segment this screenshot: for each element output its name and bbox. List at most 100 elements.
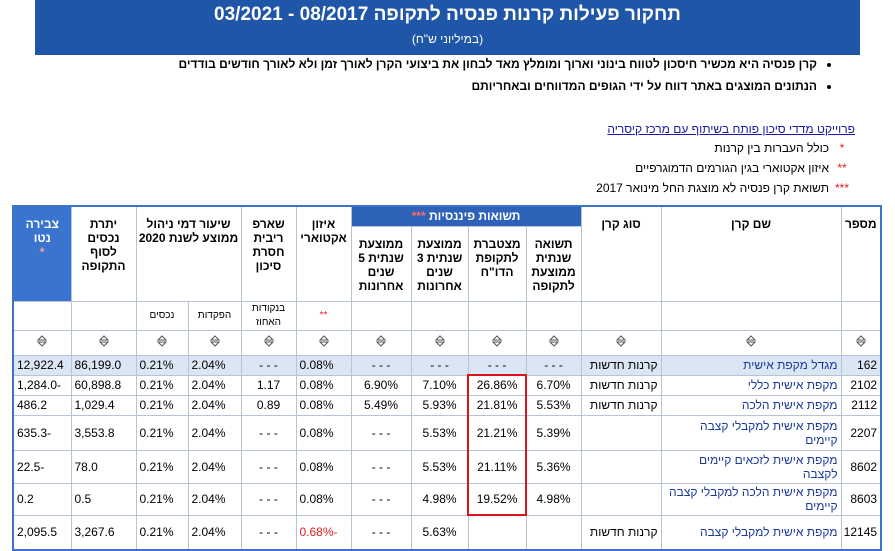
column-header-text: תשואה שנתית ממוצעת לתקופה — [531, 236, 576, 293]
table-cell: 1.17 — [240, 374, 297, 396]
table-cell: 21.21% — [467, 414, 527, 451]
sub-header — [525, 300, 582, 331]
table-cell: מקפת אישית הלכה — [660, 394, 842, 416]
table-cell: 5.39% — [525, 414, 582, 451]
table-cell: - - - — [350, 414, 412, 451]
sub-header: בנקודות האחוז — [240, 300, 297, 331]
table-cell: 5.53% — [410, 414, 469, 451]
table-cell: 2207 — [840, 414, 882, 451]
table-cell: 0.21% — [135, 374, 189, 396]
sort-cell — [580, 329, 662, 356]
table-cell: 0.21% — [135, 482, 189, 516]
sort-cell — [525, 329, 582, 356]
table-cell: 26.86% — [467, 374, 527, 396]
column-header: יתרת נכסים לסוף התקופה — [70, 205, 137, 302]
table-cell: - - - — [350, 354, 412, 376]
table-cell: 2112 — [840, 394, 882, 416]
group-header-text: תשואות פיננסיות — [428, 209, 521, 224]
sort-icon[interactable] — [434, 335, 445, 347]
sort-icon[interactable] — [548, 335, 559, 347]
column-header-text: שארפ ריבית חסרת סיכון — [252, 217, 285, 273]
table-cell: - - - — [410, 354, 469, 376]
sort-icon[interactable] — [855, 335, 867, 347]
table-cell: 0.21% — [135, 414, 189, 451]
table-row: מספר שם קרן סוג קרן תשואות פיננסיות *** איזו… — [12, 205, 882, 302]
sub-header — [350, 300, 412, 331]
sub-header — [410, 300, 469, 331]
table-cell: 8602 — [840, 449, 882, 484]
table-cell: קרנות חדשות — [580, 394, 662, 416]
sort-icon[interactable] — [491, 335, 503, 347]
bullet: הנתונים המוצגים באתר דווח על ידי הגופים … — [179, 79, 817, 93]
project-link[interactable]: פרוייקט מדדי סיכון פותח בשיתוף עם מרכז ק… — [607, 122, 855, 136]
table-cell: 78.0 — [70, 449, 137, 484]
table-cell: 60,898.8 — [70, 374, 137, 396]
table-cell: 8603 — [840, 482, 882, 516]
sort-icon[interactable] — [615, 335, 627, 347]
table-row: 2112 מקפת אישית הלכה קרנות חדשות 5.53% 21.81… — [12, 394, 882, 416]
table-cell: 21.11% — [467, 449, 527, 484]
sort-icon[interactable] — [318, 335, 329, 347]
subtitle: (במיליוני ש"ח) — [411, 32, 484, 46]
column-header: צבירה נטו * — [12, 205, 72, 302]
sort-icon[interactable] — [98, 335, 109, 347]
table-cell: 1,029.4 — [70, 394, 137, 416]
table-cell: מקפת אישית לזכאים קיימים לקצבה — [660, 449, 842, 484]
table-cell: - - - — [240, 414, 297, 451]
sort-icon[interactable] — [375, 335, 387, 347]
footnote: *** תשואת קרן פנסיה לא מוצגת החל מינואר 2… — [596, 181, 855, 195]
table-cell: 2.04% — [187, 482, 242, 516]
column-header: שארפ ריבית חסרת סיכון — [240, 205, 297, 302]
column-header: מצטברת לתקופת הדו"ח — [467, 225, 527, 302]
table-cell: 0.21% — [135, 354, 189, 376]
table-cell: 4.98% — [525, 482, 582, 516]
sort-cell — [467, 329, 527, 356]
footnote-mark: * — [39, 245, 45, 259]
column-header: תשואה שנתית ממוצעת לתקופה — [525, 225, 582, 302]
table-cell: 2.04% — [187, 374, 242, 396]
sort-icon[interactable] — [263, 335, 274, 347]
column-header: שם קרן — [660, 205, 842, 302]
column-header: איזון אקטוארי — [295, 205, 352, 302]
footnote-mark: *** — [411, 209, 426, 224]
sort-cell — [240, 329, 297, 356]
footnote-mark: ** — [837, 161, 847, 175]
column-header: מספר — [840, 205, 882, 302]
sub-header: ** — [295, 300, 352, 331]
table-cell — [580, 449, 662, 484]
sub-header: הפקדות — [187, 300, 242, 331]
sort-cell — [12, 329, 72, 356]
sort-icon[interactable] — [37, 335, 48, 347]
footnote: ** איזון אקטוארי בגין הגורמים הדמוגרפיים — [635, 161, 855, 175]
table-cell: 0.08% — [295, 374, 352, 396]
sub-header: נכסים — [135, 300, 189, 331]
table-cell: -1,284.0 — [12, 374, 72, 396]
sort-cell — [295, 329, 352, 356]
sort-icon[interactable] — [745, 335, 757, 347]
table-cell: 19.52% — [467, 482, 527, 516]
sort-cell — [187, 329, 242, 356]
column-header-text: מספר — [844, 217, 877, 231]
table-cell: - - - — [240, 449, 297, 484]
sub-header — [467, 300, 527, 331]
sort-cell — [410, 329, 469, 356]
table-cell: 0.08% — [295, 482, 352, 516]
table-cell: 7.10% — [410, 374, 469, 396]
column-header-text: צבירה נטו — [25, 217, 59, 245]
table-cell: 5.49% — [350, 394, 412, 416]
column-header: שיעור דמי ניהול ממוצע לשנת 2020 — [135, 205, 242, 302]
funds-table: מספר שם קרן סוג קרן תשואות פיננסיות *** איזו… — [12, 205, 883, 551]
footnote-mark: * — [839, 141, 845, 155]
table-cell: 2.04% — [187, 449, 242, 484]
table-cell: מקפת אישית הלכה למקבלי קצבה קיימים — [660, 482, 842, 516]
header: תחקור פעילות קרנות פנסיה לתקופה 08/2017 … — [35, 0, 860, 55]
table-cell: 0.5 — [70, 482, 137, 516]
column-header-text: מצטברת לתקופת הדו"ח — [473, 236, 521, 279]
column-header: סוג קרן — [580, 205, 662, 302]
table-row: 2207 מקפת אישית למקבלי קצבה קיימים 5.39% 21… — [12, 414, 882, 451]
footnote-text: תשואת קרן פנסיה לא מוצגת החל מינואר 2017 — [596, 181, 829, 195]
sort-icon[interactable] — [156, 335, 168, 347]
column-header-text: יתרת נכסים לסוף התקופה — [81, 217, 126, 273]
sort-icon[interactable] — [209, 335, 220, 347]
